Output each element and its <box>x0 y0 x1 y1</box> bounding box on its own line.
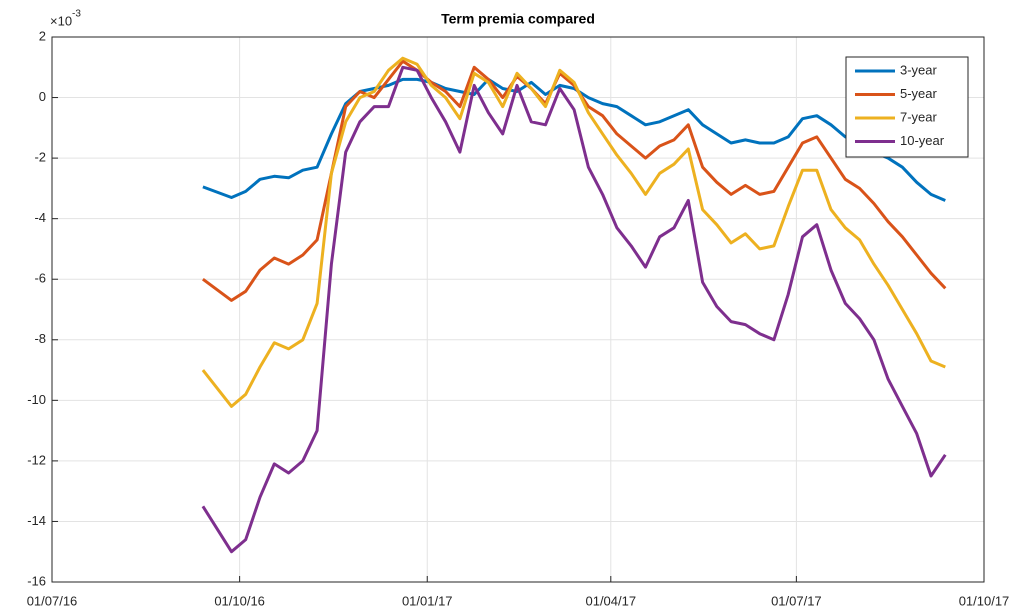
series-line <box>202 77 946 202</box>
y-tick-label: 2 <box>39 28 46 43</box>
x-tick-label: 01/07/17 <box>771 593 822 608</box>
series-line <box>201 65 947 554</box>
y-tick-label: 0 <box>39 89 46 104</box>
y-multiplier-base: ×10 <box>50 13 72 28</box>
y-tick-label: -16 <box>27 573 46 588</box>
x-tick-label: 01/10/17 <box>959 593 1010 608</box>
x-tick-label: 01/10/16 <box>214 593 265 608</box>
y-tick-label: -10 <box>27 392 46 407</box>
y-tick-label: -12 <box>27 452 46 467</box>
y-tick-label: -6 <box>34 271 46 286</box>
plot-area <box>52 37 984 582</box>
chart-title: Term premia compared <box>441 11 595 27</box>
legend-label: 5-year <box>900 86 938 101</box>
legend-label: 3-year <box>900 62 938 77</box>
axes-box <box>51 36 985 583</box>
series-line <box>201 56 946 408</box>
legend-label: 7-year <box>900 109 938 124</box>
y-tick-label: -14 <box>27 513 46 528</box>
x-tick-label: 01/01/17 <box>402 593 453 608</box>
y-tick-label: -2 <box>34 150 46 165</box>
y-tick-label: -8 <box>34 331 46 346</box>
y-multiplier-exponent: -3 <box>72 9 81 20</box>
x-tick-label: 01/04/17 <box>585 593 636 608</box>
y-tick-label: -4 <box>34 210 46 225</box>
x-tick-label: 01/07/16 <box>27 593 78 608</box>
legend-label: 10-year <box>900 133 945 148</box>
